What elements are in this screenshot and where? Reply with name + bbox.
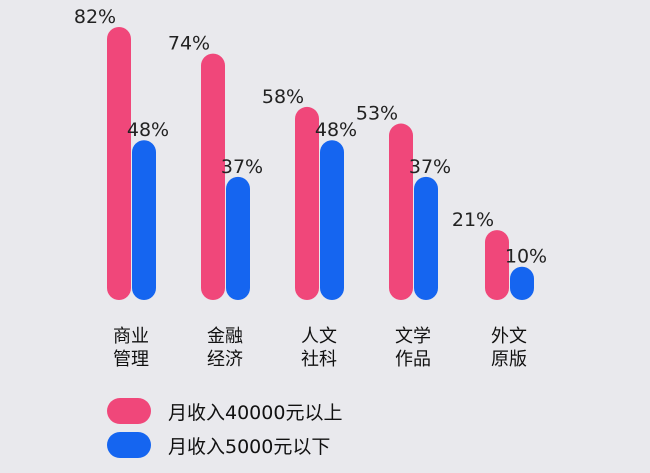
bar-high [107,27,131,300]
data-label: 37% [409,156,451,178]
bar-low [320,140,344,300]
category-label: 商业 [113,326,149,347]
legend-label: 月收入40000元以上 [168,402,342,424]
category-label: 作品 [395,349,431,370]
data-label: 37% [221,156,263,178]
bar-low [510,266,534,300]
category-label: 人文 [301,326,337,347]
category-label: 经济 [207,349,243,370]
data-label: 10% [505,246,547,268]
data-label: 82% [74,6,116,28]
category-label: 管理 [113,349,149,370]
data-label: 58% [262,86,304,108]
bar-low [132,140,156,300]
legend-label: 月收入5000元以下 [168,436,330,458]
bar-high [201,53,225,300]
data-label: 53% [356,103,398,125]
category-label: 原版 [491,349,527,370]
category-label: 文学 [395,326,431,347]
bar-high [485,230,509,300]
category-label: 社科 [301,349,337,370]
category-label: 外文 [491,326,527,347]
data-label: 74% [168,33,210,55]
data-label: 48% [315,119,357,141]
data-label: 21% [452,209,494,231]
category-label: 金融 [207,326,243,347]
bar-low [226,176,250,300]
legend-swatch [107,398,151,424]
bar-high [295,106,319,300]
bar-low [414,176,438,300]
bar-high [389,123,413,300]
data-label: 48% [127,119,169,141]
legend-swatch [107,432,151,458]
